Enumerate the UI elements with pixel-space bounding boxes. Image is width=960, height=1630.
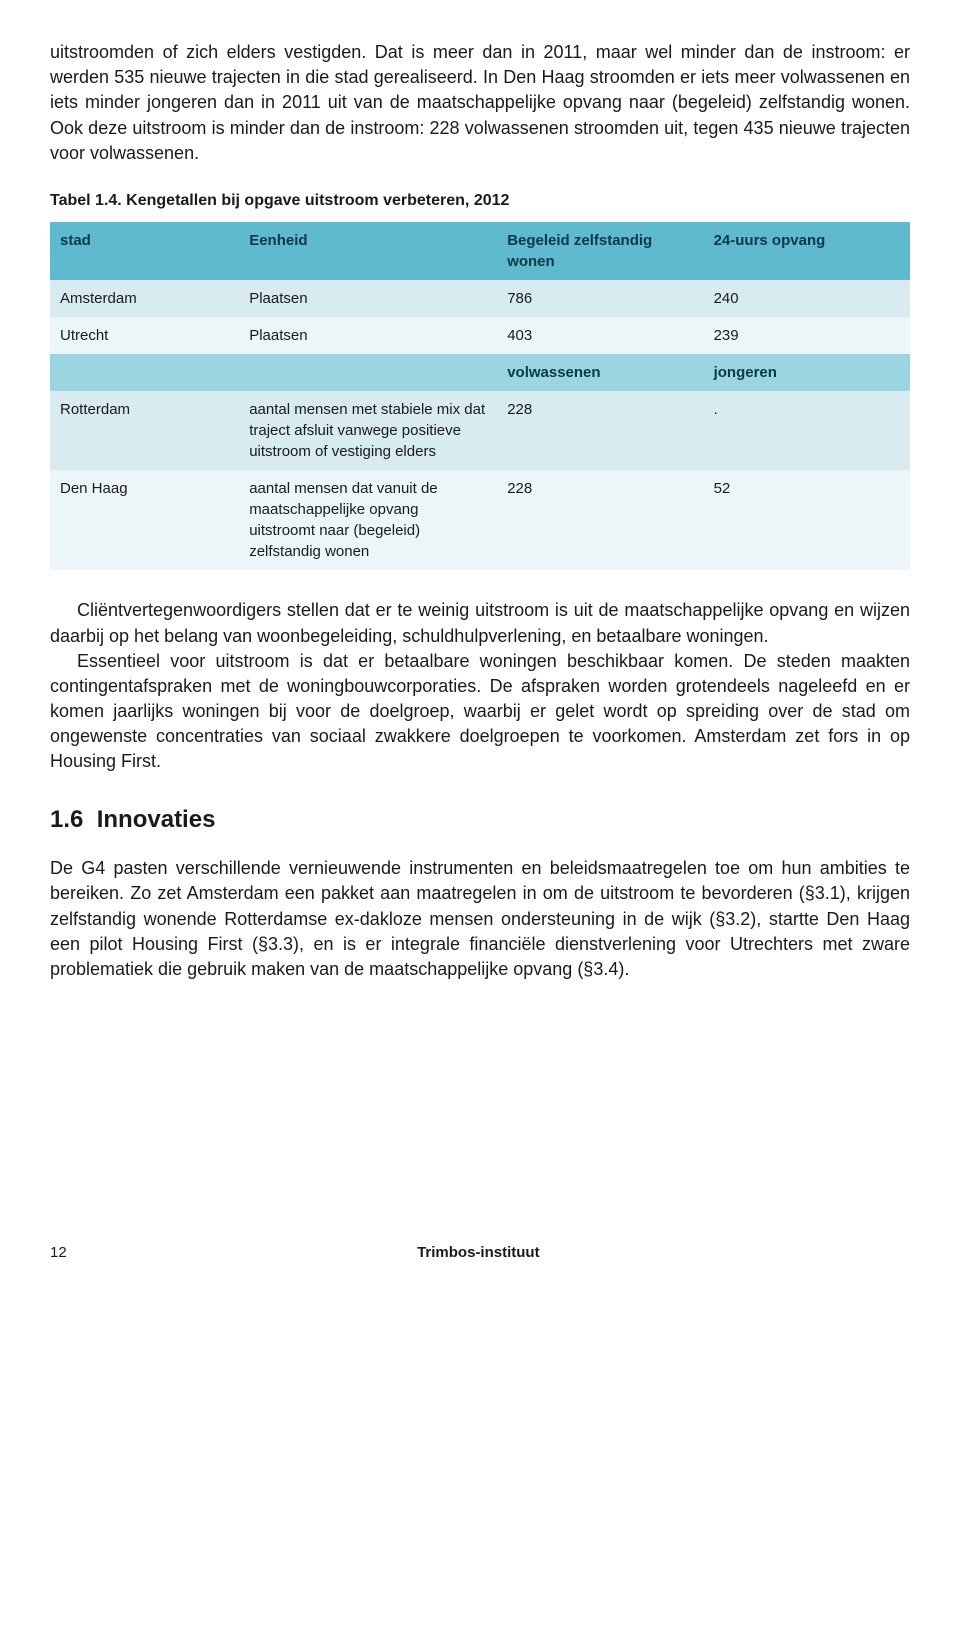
cell-bz: 403 xyxy=(497,317,703,354)
cell-eenheid: Plaatsen xyxy=(239,317,497,354)
page-number: 12 xyxy=(50,1242,67,1263)
cell-bz: 786 xyxy=(497,280,703,317)
cell-sub-bz: volwassenen xyxy=(497,354,703,391)
table-row: Amsterdam Plaatsen 786 240 xyxy=(50,280,910,317)
paragraph-3: Essentieel voor uitstroom is dat er beta… xyxy=(50,649,910,775)
cell-sub-op: jongeren xyxy=(704,354,910,391)
cell-eenheid: Plaatsen xyxy=(239,280,497,317)
cell-bz: 228 xyxy=(497,391,703,470)
cell-eenheid: aantal mensen met stabiele mix dat traje… xyxy=(239,391,497,470)
footer-spacer xyxy=(890,1242,910,1263)
paragraph-1: uitstroomden of zich elders vestigden. D… xyxy=(50,40,910,166)
table-subheader-row: volwassenen jongeren xyxy=(50,354,910,391)
cell-eenheid: aantal mensen dat vanuit de maatschappel… xyxy=(239,470,497,570)
table-caption: Tabel 1.4. Kengetallen bij opgave uitstr… xyxy=(50,190,910,212)
cell-stad: Rotterdam xyxy=(50,391,239,470)
cell-stad: Amsterdam xyxy=(50,280,239,317)
cell-op: . xyxy=(704,391,910,470)
paragraph-block-3: De G4 pasten verschillende vernieuwende … xyxy=(50,856,910,982)
footer-org: Trimbos-instituut xyxy=(417,1242,540,1263)
section-number: 1.6 xyxy=(50,806,83,833)
table-header-row: stad Eenheid Begeleid zelfstandig wonen … xyxy=(50,222,910,280)
data-table: stad Eenheid Begeleid zelfstandig wonen … xyxy=(50,222,910,570)
th-bz: Begeleid zelfstandig wonen xyxy=(497,222,703,280)
cell-op: 239 xyxy=(704,317,910,354)
table-row: Utrecht Plaatsen 403 239 xyxy=(50,317,910,354)
cell-empty xyxy=(239,354,497,391)
paragraph-4: De G4 pasten verschillende vernieuwende … xyxy=(50,856,910,982)
th-eenheid: Eenheid xyxy=(239,222,497,280)
cell-bz: 228 xyxy=(497,470,703,570)
table-row: Den Haag aantal mensen dat vanuit de maa… xyxy=(50,470,910,570)
cell-stad: Den Haag xyxy=(50,470,239,570)
section-heading: 1.6 Innovaties xyxy=(50,803,910,837)
cell-op: 240 xyxy=(704,280,910,317)
page-footer: 12 Trimbos-instituut xyxy=(50,1242,910,1263)
paragraph-block-2: Cliëntvertegenwoordigers stellen dat er … xyxy=(50,598,910,774)
paragraph-1-text: uitstroomden of zich elders vestigden. D… xyxy=(50,40,910,166)
th-stad: stad xyxy=(50,222,239,280)
table-row: Rotterdam aantal mensen met stabiele mix… xyxy=(50,391,910,470)
section-title: Innovaties xyxy=(97,806,216,833)
cell-op: 52 xyxy=(704,470,910,570)
th-opvang: 24-uurs opvang xyxy=(704,222,910,280)
paragraph-2: Cliëntvertegenwoordigers stellen dat er … xyxy=(50,598,910,648)
cell-stad: Utrecht xyxy=(50,317,239,354)
cell-empty xyxy=(50,354,239,391)
